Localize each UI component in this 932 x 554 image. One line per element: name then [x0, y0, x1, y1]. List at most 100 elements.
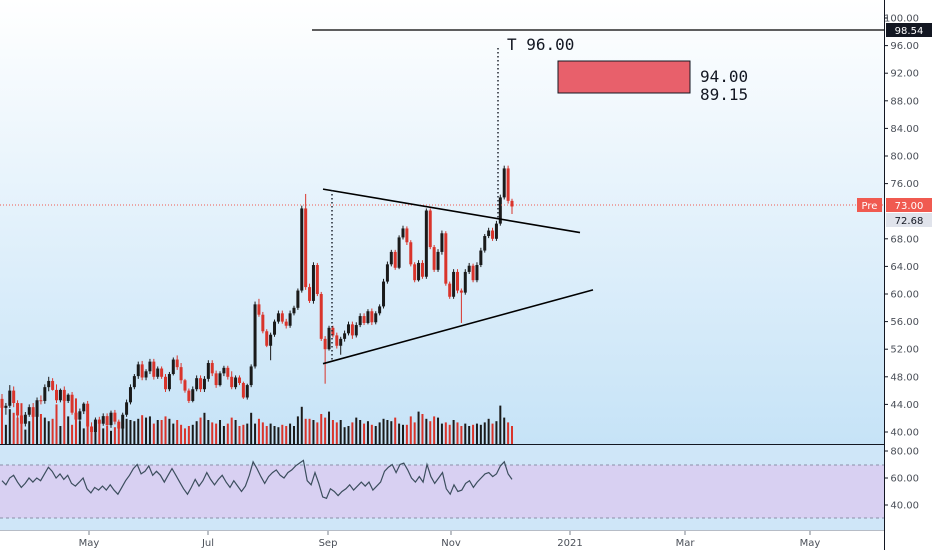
volume-bar — [292, 426, 295, 444]
candle-body — [167, 374, 171, 390]
volume-bar — [499, 405, 502, 444]
candle-body — [335, 335, 339, 346]
candle-body — [319, 294, 323, 339]
candle-body — [362, 316, 366, 323]
rsi-indicator — [1, 459, 513, 500]
price-tick-label: 76.00 — [890, 179, 919, 190]
rsi-tick-label: 80.00 — [890, 447, 919, 458]
candle-body — [93, 419, 97, 432]
volume-bar — [4, 424, 7, 444]
volume-bar — [137, 418, 140, 444]
candle-body — [358, 316, 362, 326]
triangle-upper-trendline[interactable] — [322, 188, 581, 234]
candle-body — [370, 311, 374, 323]
volume-bar — [168, 418, 171, 444]
time-axis[interactable]: May Jul Sep Nov 2021 Mar May — [79, 531, 821, 549]
candle-body — [35, 400, 39, 417]
svg-text:72.68: 72.68 — [895, 216, 924, 227]
candle-body — [471, 265, 475, 281]
price-tick-label: 92.00 — [890, 69, 919, 80]
candle-body — [136, 364, 140, 377]
volume-bar — [36, 402, 39, 444]
candle-body — [327, 327, 331, 350]
candle-body — [117, 421, 121, 429]
volume-bar — [511, 426, 513, 444]
candle-body — [55, 389, 59, 401]
candle-body — [280, 313, 284, 322]
candle-body — [502, 168, 506, 198]
rsi-line — [1, 459, 513, 500]
candle-body — [152, 361, 156, 377]
candle-body — [187, 390, 191, 401]
volume-bar — [507, 422, 510, 444]
candle-body — [164, 376, 168, 390]
candle-body — [273, 321, 277, 335]
volume-bar — [320, 414, 323, 444]
price-tick-label: 60.00 — [890, 290, 919, 301]
volume-bar — [238, 426, 241, 444]
candle-body — [125, 402, 129, 415]
volume-bar — [141, 415, 144, 444]
target-label: T 96.00 — [507, 35, 574, 54]
volume-bar — [468, 426, 471, 444]
volume-bar — [269, 423, 272, 444]
target-zone-box[interactable] — [557, 60, 691, 94]
candle-body — [66, 394, 70, 401]
candle-body — [323, 338, 327, 350]
volume-bar — [183, 428, 186, 444]
candle-body — [230, 376, 234, 388]
candle-body — [269, 334, 273, 346]
volume-bar — [390, 421, 393, 444]
volume-bar — [261, 422, 264, 444]
price-tick-label: 68.00 — [890, 234, 919, 245]
candle-body — [288, 313, 292, 326]
triangle-lower-trendline[interactable] — [322, 289, 594, 365]
volume-bar — [195, 421, 198, 444]
candle-body — [382, 281, 386, 307]
candle-body — [27, 407, 31, 415]
volume-bar — [378, 422, 381, 444]
candle-body — [222, 367, 226, 374]
volume-bar — [164, 416, 167, 444]
volume-bar — [289, 423, 292, 444]
volume-bar — [273, 426, 276, 444]
volume-bar — [343, 427, 346, 444]
volume-bar — [121, 423, 124, 444]
volume-bar — [257, 418, 260, 444]
candle-body — [39, 400, 43, 402]
candle-body — [487, 230, 491, 237]
candle-body — [385, 264, 389, 282]
volume-bar — [300, 406, 303, 444]
volume-bar — [12, 412, 15, 444]
candle-body — [78, 411, 82, 420]
candle-body — [43, 387, 47, 401]
candle-body — [62, 389, 66, 401]
candle-body — [105, 416, 109, 426]
candle-body — [16, 403, 20, 416]
rsi-axis[interactable]: 80.00 60.00 40.00 — [884, 447, 919, 512]
volume-bar — [355, 417, 358, 444]
price-axis[interactable]: 100.00 96.00 92.00 88.00 84.00 80.00 76.00 68.0… — [884, 14, 919, 439]
volume-bar — [437, 417, 440, 444]
volume-bar — [39, 414, 42, 444]
candle-body — [292, 307, 296, 314]
volume-bar — [491, 423, 494, 444]
svg-text:Pre: Pre — [862, 201, 878, 212]
volume-bar — [176, 420, 179, 444]
candle-body — [506, 168, 510, 201]
candle-body — [483, 236, 487, 251]
main-pane-background — [0, 0, 884, 444]
candle-body — [160, 368, 164, 377]
volume-bar — [90, 427, 93, 444]
volume-bar — [63, 396, 66, 444]
volume-bar — [203, 412, 206, 444]
candle-body — [12, 390, 16, 404]
volume-bar — [405, 424, 408, 444]
candle-body — [171, 359, 175, 375]
candle-body — [378, 306, 382, 314]
candle-body — [455, 271, 459, 291]
candle-body — [74, 412, 78, 420]
candle-body — [420, 262, 424, 277]
